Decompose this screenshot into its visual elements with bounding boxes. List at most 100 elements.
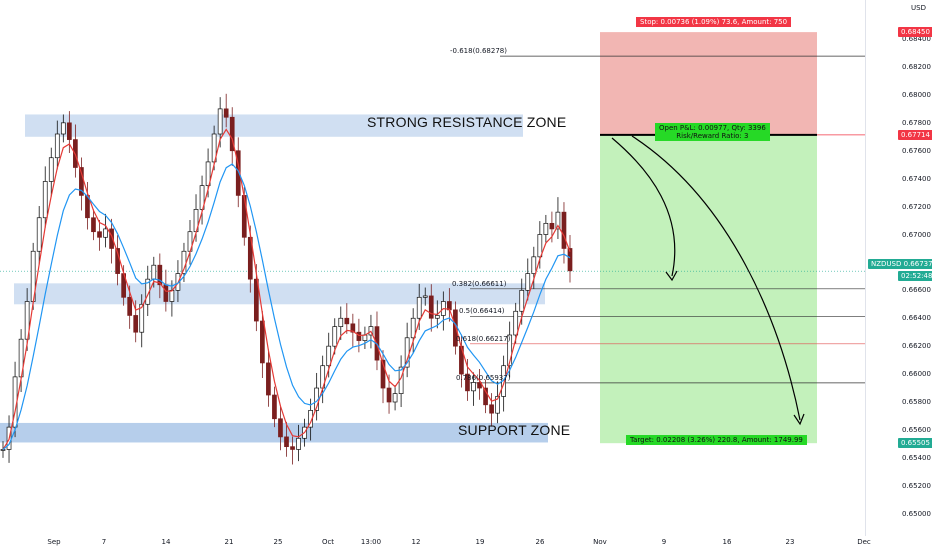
- candle-body: [42, 181, 48, 219]
- fib-level-label: 0.382(0.66611): [452, 279, 507, 288]
- y-tick-label: 0.65600: [902, 425, 931, 434]
- candle-body: [133, 315, 139, 333]
- symbol-text: NZDUSD: [871, 260, 902, 268]
- candle-body: [127, 296, 133, 316]
- candle-body: [386, 387, 392, 403]
- y-tick-label: 0.66000: [902, 370, 931, 379]
- candle-body: [567, 248, 573, 272]
- stop-zone: [600, 32, 817, 135]
- candle-body: [380, 359, 386, 389]
- candle-body: [278, 418, 283, 438]
- candle-body: [151, 264, 157, 280]
- candle-body: [217, 108, 223, 135]
- candle-body: [543, 222, 549, 235]
- price-badge: 0.65505: [898, 438, 932, 449]
- arrow-long: [631, 135, 801, 421]
- candle-body: [531, 256, 537, 274]
- x-tick-label: 26: [535, 538, 545, 546]
- candle-body: [0, 449, 6, 451]
- y-tick-label: 0.66200: [902, 342, 931, 351]
- x-tick-label: 19: [475, 538, 485, 546]
- candle-body: [549, 222, 555, 230]
- candle-body: [272, 394, 277, 420]
- arrow-long-head: [793, 413, 805, 426]
- candle-body: [223, 108, 229, 118]
- x-tick-label: Dec: [857, 538, 871, 546]
- candle-body: [344, 317, 350, 325]
- stop-label: Stop: 0.00736 (1.09%) 73.6, Amount: 750: [636, 17, 792, 27]
- x-tick-label: 23: [785, 538, 795, 546]
- y-tick-label: 0.67400: [902, 174, 931, 183]
- candle-body: [489, 404, 494, 414]
- candle-body: [356, 331, 362, 341]
- fib-level-label: 0.618(0.66217): [456, 334, 511, 343]
- open-pnl-label: Open P&L: 0.00977, Qty: 3396 Risk/Reward…: [655, 123, 770, 141]
- price-badge: 0.67714: [898, 129, 932, 140]
- y-tick-label: 0.65400: [902, 453, 931, 462]
- ema-slow-line: [2, 163, 571, 450]
- currency-label: USD: [911, 4, 926, 12]
- y-tick-label: 0.68400: [902, 35, 931, 44]
- candle-body: [561, 211, 567, 249]
- x-tick-label: Nov: [593, 538, 607, 546]
- arrow-short: [611, 137, 676, 277]
- y-tick-label: 0.65800: [902, 398, 931, 406]
- candle-body: [555, 211, 561, 230]
- candle-body: [139, 303, 145, 333]
- candle-body: [157, 264, 163, 286]
- candle-body: [253, 278, 259, 322]
- x-tick-label: 9: [661, 538, 667, 546]
- candle-body: [91, 217, 96, 233]
- y-tick-label: 0.67600: [902, 146, 931, 155]
- resistance-zone-label: STRONG RESISTANCE ZONE: [367, 114, 567, 130]
- candle-body: [338, 317, 344, 327]
- x-tick-label: 13:00: [360, 538, 382, 546]
- candle-body: [483, 387, 488, 406]
- candle-body: [241, 195, 247, 238]
- support-zone: [0, 422, 548, 443]
- candle-body: [416, 296, 422, 319]
- last-price-text: 0.66737: [903, 260, 932, 268]
- candle-body: [410, 317, 416, 339]
- candle-body: [326, 345, 332, 367]
- y-tick-label: 0.68000: [902, 90, 931, 99]
- candle-body: [97, 231, 102, 238]
- x-tick-label: Sep: [47, 538, 61, 546]
- candle-body: [519, 289, 525, 312]
- x-tick-label: 21: [224, 538, 234, 546]
- candle-body: [60, 122, 66, 135]
- fib-level-label: -0.618(0.68278): [450, 47, 507, 56]
- candle-body: [284, 436, 289, 448]
- candle-body: [495, 396, 500, 414]
- candle-body: [266, 362, 271, 396]
- x-tick-label: 7: [101, 538, 107, 546]
- y-tick-label: 0.67000: [902, 230, 931, 239]
- x-tick-label: Oct: [321, 538, 335, 546]
- candle-body: [525, 273, 531, 291]
- y-tick-label: 0.68200: [902, 63, 931, 71]
- candle-body: [332, 326, 338, 347]
- x-tick-label: 14: [161, 538, 171, 546]
- candle-body: [290, 446, 295, 450]
- symbol-badge: NZDUSD 0.66737: [868, 259, 932, 269]
- candle-body: [229, 116, 235, 152]
- risk-reward-text: Risk/Reward Ratio: 3: [676, 132, 749, 140]
- y-tick-label: 0.67800: [902, 118, 931, 127]
- open-pnl-text: Open P&L: 0.00977, Qty: 3396: [659, 124, 766, 132]
- fib-level-label: 0.786(0.65937): [456, 373, 511, 382]
- ema-fast-line: [2, 128, 571, 450]
- candle-body: [537, 234, 543, 258]
- candle-body: [471, 382, 476, 392]
- arrow-short-head: [665, 270, 678, 282]
- y-tick-label: 0.66600: [902, 286, 931, 295]
- candle-body: [54, 133, 60, 159]
- x-tick-label: 25: [273, 538, 283, 546]
- candle-body: [109, 228, 114, 249]
- candle-body: [428, 295, 434, 319]
- candle-body: [163, 284, 169, 302]
- candle-body: [260, 320, 265, 364]
- countdown-badge: 02:52:48: [898, 271, 932, 281]
- candle-body: [507, 334, 513, 367]
- x-tick-label: 16: [722, 538, 732, 546]
